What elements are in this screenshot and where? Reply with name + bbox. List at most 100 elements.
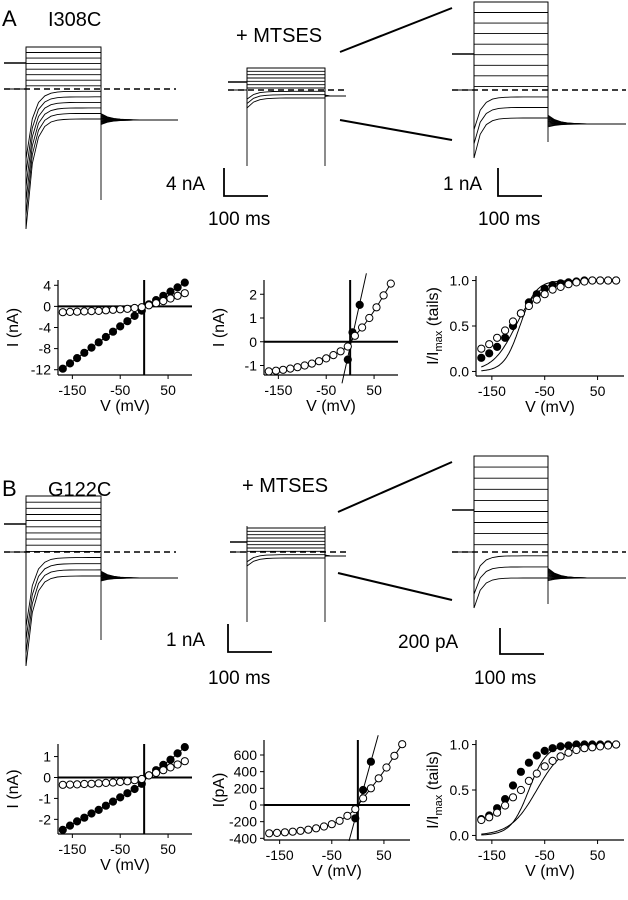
series-open xyxy=(477,276,621,368)
data-point xyxy=(604,741,613,750)
data-point xyxy=(116,322,125,331)
current-trace xyxy=(452,1,626,125)
data-point xyxy=(144,301,153,310)
panel-a-mtses-current-traces xyxy=(228,67,346,166)
panel-a-scalebar-right-lines xyxy=(497,168,542,197)
data-point xyxy=(130,303,139,313)
current-trace xyxy=(230,551,346,567)
series-line xyxy=(481,744,616,835)
data-point xyxy=(94,338,103,347)
current-trace xyxy=(452,89,626,159)
data-point xyxy=(372,303,381,312)
data-point xyxy=(180,743,189,752)
data-point xyxy=(604,276,613,285)
data-point xyxy=(398,740,407,749)
series-filled xyxy=(477,740,621,836)
data-point xyxy=(58,780,67,789)
panel-a-zoom-line-top xyxy=(339,7,453,53)
data-point xyxy=(351,805,360,814)
panel-b-scalebar-left-lines xyxy=(227,624,272,653)
x-tick-label: 50 xyxy=(366,382,382,398)
data-point xyxy=(166,294,175,303)
data-point xyxy=(304,825,313,834)
data-point xyxy=(540,762,549,771)
data-point xyxy=(329,351,338,360)
data-point xyxy=(386,279,395,288)
data-point xyxy=(65,307,75,316)
data-point xyxy=(108,797,118,806)
data-point xyxy=(300,361,309,370)
data-point xyxy=(173,291,182,300)
data-point xyxy=(351,814,360,823)
data-point xyxy=(493,808,502,817)
y-tick-label: -1 xyxy=(39,790,52,806)
current-trace xyxy=(4,501,178,579)
x-tick-label: -150 xyxy=(264,382,292,398)
data-point xyxy=(556,742,565,751)
panel-b-mtses-zoomed-current-traces xyxy=(452,455,626,609)
data-point xyxy=(180,289,189,298)
x-tick-label: -50 xyxy=(110,382,130,398)
data-point xyxy=(343,355,352,364)
data-point xyxy=(548,756,557,766)
x-tick-label: -50 xyxy=(110,841,130,857)
panel-b-scalebar-right: 200 pA 100 ms xyxy=(398,628,544,689)
data-point xyxy=(501,326,510,335)
data-point xyxy=(101,332,111,342)
panel-a-scalebar-left-time: 100 ms xyxy=(208,209,270,230)
data-point xyxy=(87,343,96,352)
panel-b-zoom-line-bottom xyxy=(337,572,453,601)
current-trace xyxy=(452,43,626,125)
data-point xyxy=(588,743,597,752)
data-point xyxy=(152,299,161,308)
data-point xyxy=(116,777,125,787)
series-open xyxy=(264,279,395,376)
data-point xyxy=(264,367,273,376)
current-trace xyxy=(4,550,178,579)
data-point xyxy=(359,785,368,795)
data-point xyxy=(65,780,75,789)
x-tick-label: -50 xyxy=(316,382,336,398)
panel-b-treatment-label: + MTSES xyxy=(242,475,328,497)
current-trace xyxy=(4,88,178,160)
data-point xyxy=(173,283,182,292)
data-point xyxy=(152,768,161,778)
y-tick-label: 0.5 xyxy=(450,782,470,798)
x-tick-label: 50 xyxy=(160,382,176,398)
data-point xyxy=(314,357,324,366)
data-point xyxy=(80,307,89,316)
data-point xyxy=(123,304,132,313)
data-point xyxy=(374,774,383,783)
data-point xyxy=(355,300,364,309)
current-trace xyxy=(452,22,626,125)
data-point xyxy=(58,364,67,373)
data-point xyxy=(508,781,518,790)
chart-A-IV-mtses: -150 -50 50 2 1 0 -1 V (mV) I (nA) xyxy=(211,273,398,415)
data-point xyxy=(532,295,541,304)
chart-B-activation: -150 -50 50 1.0 0.5 0.0 V (mV) I/Imax (tails) xyxy=(425,737,624,880)
current-trace xyxy=(4,63,178,121)
data-point xyxy=(322,354,331,363)
y-tick-label: 1.0 xyxy=(450,737,470,753)
panel-b-scalebar-left-time: 100 ms xyxy=(208,668,270,689)
panel-b: B G122C + MTSES 1 nA 100 ms 200 pA 100 m… xyxy=(2,455,626,689)
data-point xyxy=(312,824,321,833)
data-point xyxy=(327,820,336,829)
current-trace xyxy=(4,551,178,640)
x-axis-label: V (mV) xyxy=(525,863,575,880)
y-tick-label: -4 xyxy=(39,320,52,336)
data-point xyxy=(123,777,132,786)
x-axis-label: V (mV) xyxy=(312,863,362,880)
y-tick-label: 4 xyxy=(43,277,51,293)
data-point xyxy=(73,307,82,316)
x-axis-label: V (mV) xyxy=(306,398,356,415)
data-point xyxy=(343,342,352,351)
data-point xyxy=(73,354,82,363)
data-point xyxy=(101,801,111,810)
data-point xyxy=(564,741,573,750)
series-filled xyxy=(477,276,621,372)
data-point xyxy=(532,769,541,778)
data-point xyxy=(80,779,89,789)
data-point xyxy=(564,280,573,289)
